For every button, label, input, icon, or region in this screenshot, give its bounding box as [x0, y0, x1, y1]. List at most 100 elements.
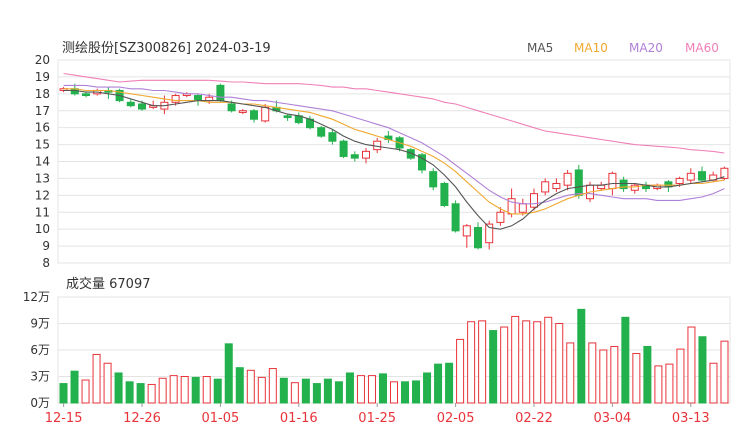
candle-body — [552, 182, 561, 190]
volume-bar — [544, 316, 553, 404]
date-axis: 12-15 12-26 01-05 01-16 01-25 02-05 02-22 03-04… — [45, 403, 710, 426]
volume-bar — [720, 340, 729, 404]
candle-body — [82, 93, 90, 97]
price-tick-label: 16 — [35, 121, 50, 135]
candle-body — [675, 177, 684, 184]
volume-bar — [445, 362, 454, 404]
ma5-line — [63, 89, 725, 230]
volume-label: 成交量 67097 — [66, 276, 151, 292]
candle-body — [171, 95, 180, 103]
candle-body — [261, 106, 270, 122]
price-tick-label: 12 — [35, 188, 50, 202]
volume-bar — [378, 373, 387, 404]
candle-body — [216, 84, 225, 102]
volume-bar — [665, 363, 674, 404]
candle-body — [541, 181, 550, 193]
volume-bar — [456, 338, 465, 404]
candle-body — [619, 179, 628, 190]
ma60-line — [63, 72, 725, 154]
price-tick-label: 8 — [42, 256, 50, 270]
candle-body — [574, 169, 583, 196]
volume-bar — [599, 349, 608, 404]
volume-tick-label: 3万 — [30, 370, 50, 384]
volume-bar — [92, 353, 101, 404]
volume-bar — [698, 336, 707, 404]
date-tick-label: 03-13 — [672, 411, 710, 426]
legend-ma60: MA60 — [685, 41, 719, 55]
legend-ma10: MA10 — [574, 41, 608, 55]
candle-body — [630, 184, 639, 191]
candle-body — [451, 203, 460, 232]
candle-body — [362, 150, 370, 159]
volume-bar — [356, 375, 365, 404]
candle-body — [563, 172, 572, 186]
volume-bar — [610, 345, 619, 404]
candle-body — [474, 226, 482, 249]
price-tick-label: 10 — [35, 222, 50, 236]
volume-bar — [676, 348, 685, 404]
volume-bar — [588, 342, 597, 404]
candle-body — [317, 127, 326, 137]
date-tick-label: 03-04 — [594, 411, 632, 426]
volume-bar — [301, 378, 310, 404]
volume-bar — [81, 379, 90, 404]
date-tick-label: 02-22 — [515, 411, 553, 426]
volume-bar — [345, 372, 354, 404]
volume-tick-label: 0万 — [30, 396, 50, 410]
price-tick-label: 19 — [35, 70, 50, 84]
volume-bar — [279, 377, 288, 404]
date-tick-label: 12-26 — [123, 411, 161, 426]
date-tick-label: 12-15 — [45, 411, 83, 426]
volume-bar — [202, 376, 211, 404]
candle-body — [698, 171, 706, 181]
volume-bar — [125, 381, 134, 404]
candle-body — [250, 110, 258, 120]
volume-bar — [114, 372, 123, 404]
price-tick-label: 20 — [35, 53, 50, 67]
volume-tick-label: 9万 — [30, 317, 50, 331]
volume-bar — [191, 376, 200, 404]
candle-body — [485, 223, 494, 244]
volume-bar — [70, 370, 79, 404]
volume-bar — [224, 343, 233, 404]
price-tick-label: 11 — [35, 205, 50, 219]
candle-body — [518, 203, 527, 213]
volume-panel: 0万 3万 6万 9万 12万 — [23, 290, 731, 410]
candle-body — [462, 225, 471, 237]
candle-body — [126, 101, 135, 107]
price-panel: 8 9 10 11 12 13 14 15 16 17 18 19 20 — [35, 53, 731, 270]
candle-body — [339, 140, 348, 157]
candle-body — [418, 154, 426, 171]
candle-body — [283, 115, 292, 119]
volume-bar — [423, 372, 432, 404]
chart-title: 测绘股份[SZ300826] 2024-03-19 — [62, 41, 271, 56]
legend-ma5: MA5 — [527, 41, 553, 55]
volume-bar — [522, 320, 531, 404]
price-tick-label: 13 — [35, 171, 50, 185]
volume-bar — [434, 363, 443, 404]
price-tick-label: 9 — [42, 239, 50, 253]
volume-bar — [334, 381, 343, 404]
volume-bar — [632, 353, 641, 404]
volume-bar — [268, 368, 277, 404]
date-tick-label: 01-05 — [202, 411, 240, 426]
volume-bar — [246, 369, 255, 404]
date-tick-label: 01-16 — [280, 411, 318, 426]
volume-bar — [566, 342, 575, 404]
volume-bar — [213, 378, 222, 404]
candle-body — [138, 103, 146, 110]
volume-bar — [158, 377, 167, 404]
volume-bar — [709, 362, 718, 404]
volume-bar — [555, 323, 564, 404]
ma20-line — [63, 84, 725, 205]
volume-bar — [533, 321, 542, 404]
volume-bar — [511, 315, 520, 404]
volume-bar — [169, 375, 178, 404]
candle-body — [406, 149, 415, 159]
volume-bar — [367, 375, 376, 404]
moving-average-lines — [63, 72, 725, 230]
candle-body — [227, 103, 236, 112]
volume-bar — [412, 380, 421, 404]
volume-bar — [103, 362, 112, 404]
